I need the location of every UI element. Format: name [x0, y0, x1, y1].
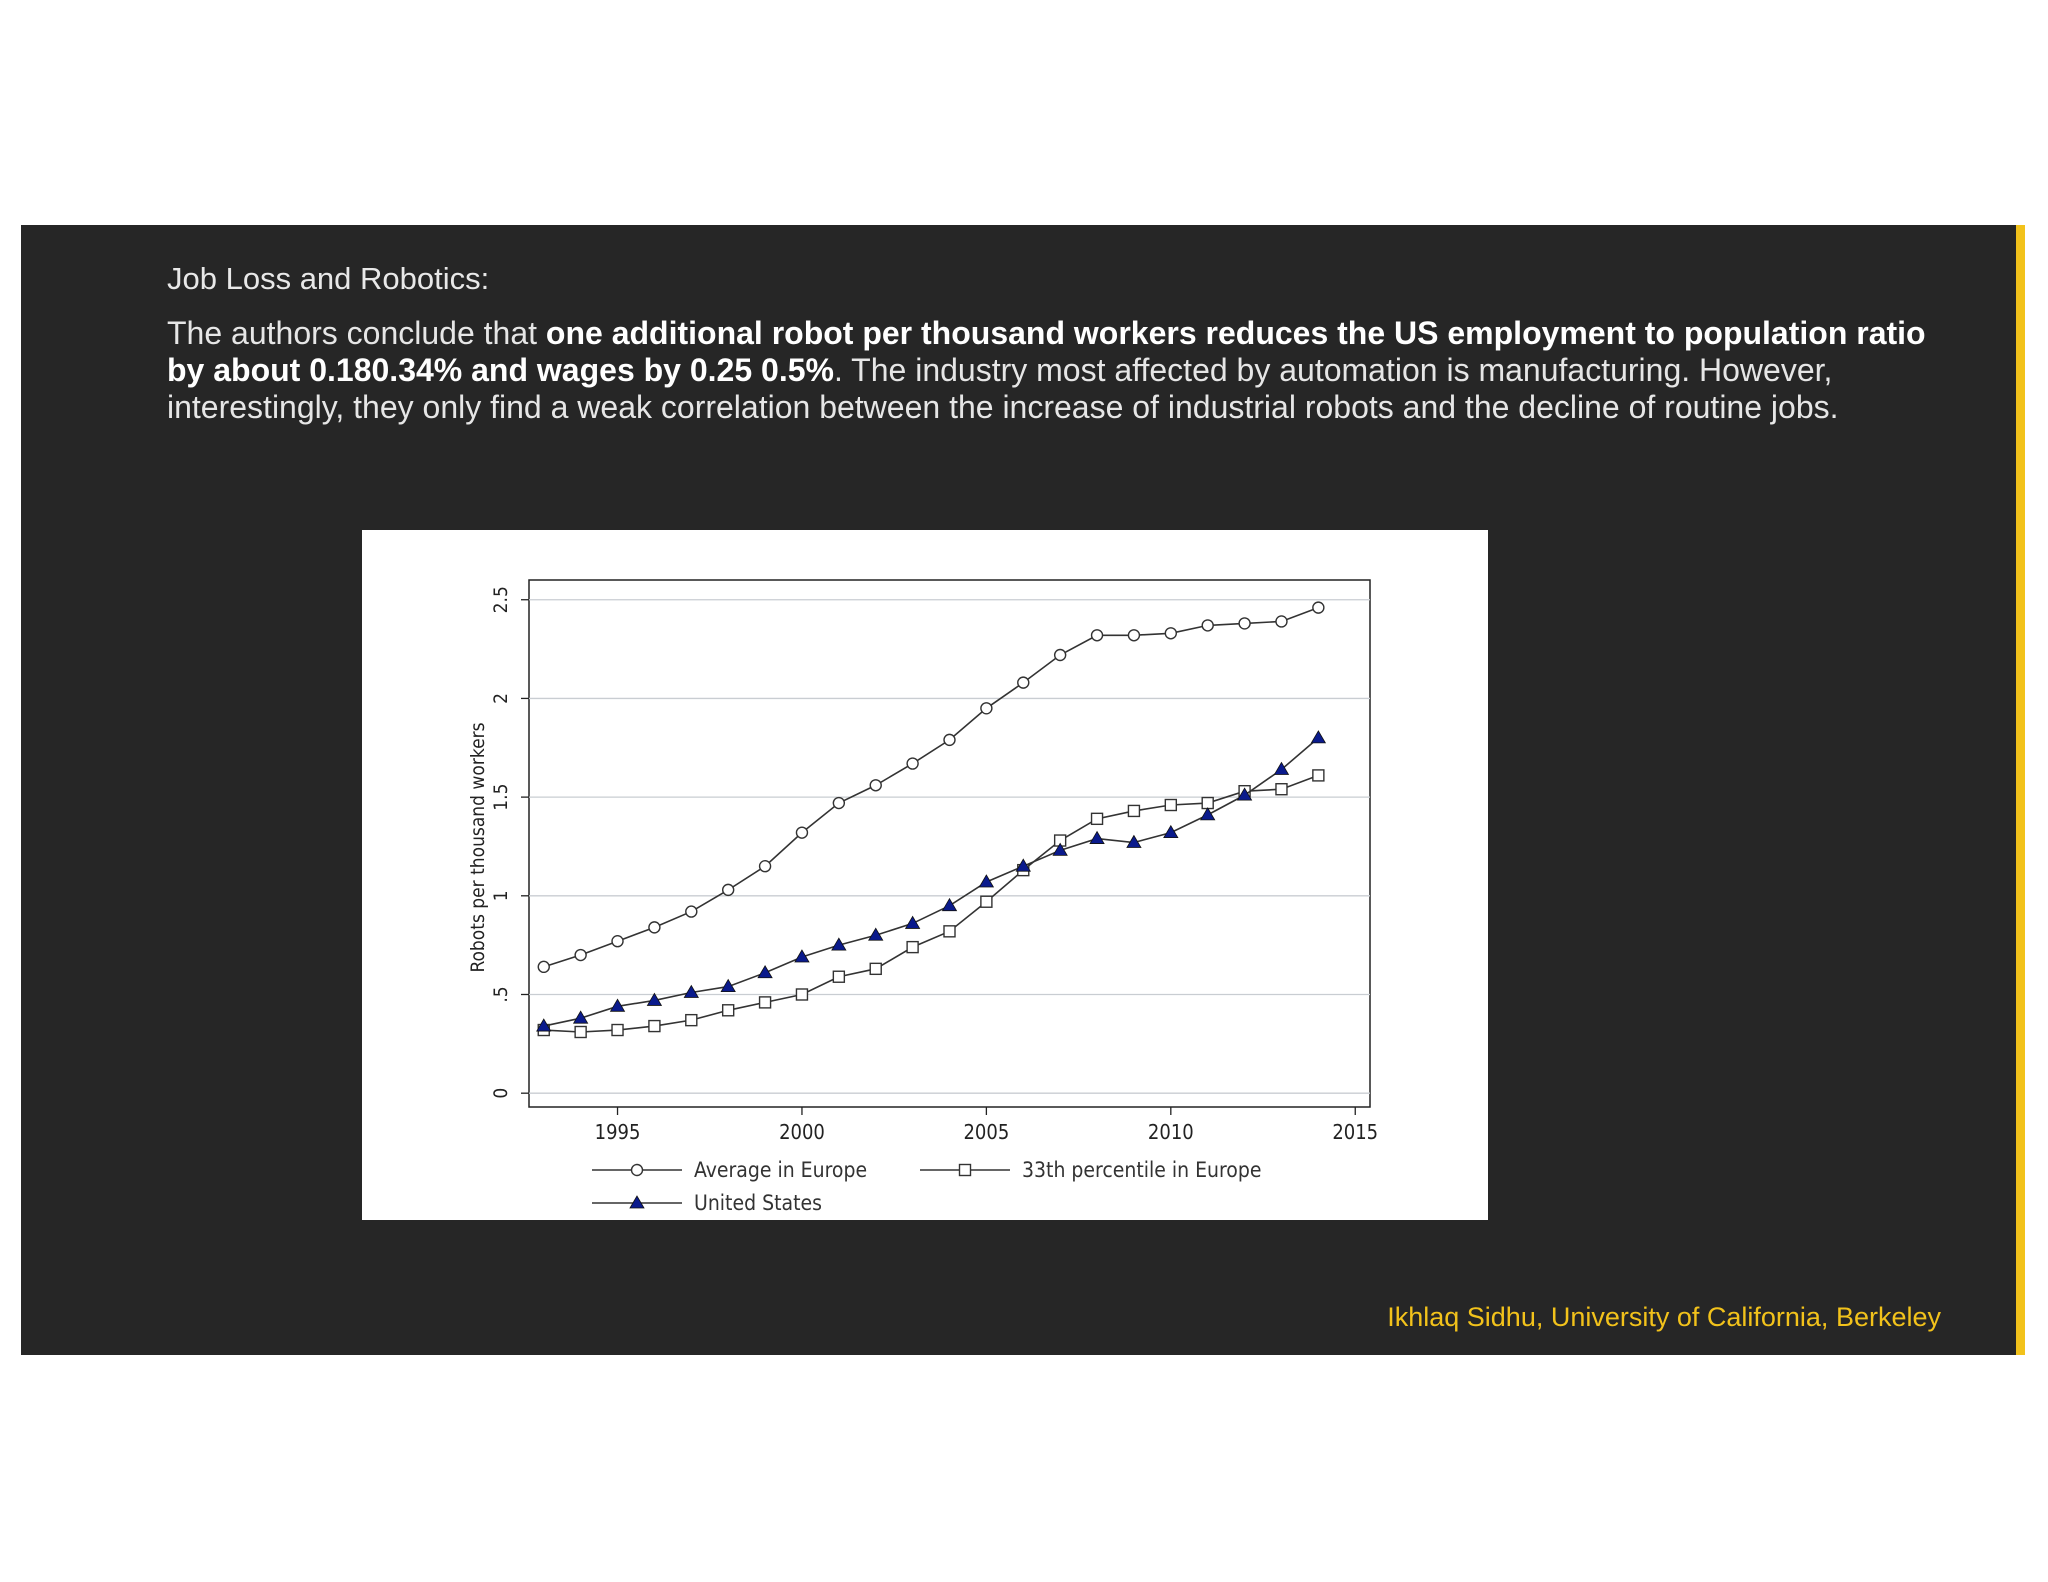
legend-marker: [630, 1163, 644, 1177]
data-point: [609, 998, 626, 1012]
data-point: [646, 992, 663, 1006]
data-point: [795, 988, 809, 1001]
data-point: [978, 874, 995, 888]
data-point: [943, 925, 956, 938]
data-point: [904, 915, 921, 929]
data-point: [869, 779, 882, 792]
data-point: [1127, 804, 1141, 818]
data-point: [832, 970, 846, 983]
data-point: [574, 1025, 587, 1039]
data-point: [906, 757, 919, 770]
data-point: [648, 1019, 661, 1033]
data-point: [1238, 617, 1251, 630]
data-point: [757, 964, 773, 979]
data-point: [832, 796, 846, 810]
data-point: [648, 921, 661, 934]
x-tick-label: 2015: [1332, 1120, 1378, 1144]
data-point: [1312, 769, 1325, 782]
legend-marker: [958, 1163, 972, 1177]
y-tick-label: 1.5: [490, 784, 512, 811]
legend-label: United States: [694, 1191, 822, 1215]
data-point: [1275, 615, 1288, 628]
series-line: [543, 737, 1319, 1027]
body-rest: . The industry most affected by automati…: [167, 352, 1839, 425]
data-point: [721, 883, 735, 897]
data-point: [685, 1013, 698, 1027]
data-point: [1164, 627, 1178, 640]
data-point: [794, 949, 810, 963]
y-tick-label: 1: [490, 890, 512, 901]
data-point: [1090, 812, 1104, 826]
data-point: [537, 960, 550, 974]
data-point: [1312, 601, 1325, 614]
data-point: [906, 940, 919, 954]
data-point: [685, 905, 698, 918]
data-point: [980, 702, 993, 715]
data-point: [1275, 783, 1288, 796]
data-point: [1089, 830, 1105, 844]
x-tick-label: 2010: [1148, 1120, 1194, 1144]
footer-credit: Ikhlaq Sidhu, University of California, …: [1387, 1302, 1941, 1332]
series-line: [543, 774, 1319, 1033]
data-point: [868, 927, 884, 941]
data-point: [1127, 629, 1141, 642]
data-point: [980, 895, 993, 908]
data-point: [1200, 807, 1216, 821]
data-point: [869, 962, 882, 976]
x-tick-label: 1995: [595, 1120, 641, 1144]
data-point: [941, 897, 958, 912]
robots-chart: 0 .5 1 1.5 2 2.5 1995 2000 2005 2010 2015 Robots pe…: [467, 579, 1378, 1215]
slide-heading: Job Loss and Robotics:: [167, 261, 490, 296]
data-point: [536, 1018, 552, 1032]
x-tick-label: 2000: [779, 1120, 825, 1144]
body-highlight: one additional robot per thousand worker…: [167, 315, 1926, 388]
accent-bar: [2016, 225, 2025, 1355]
y-axis-label: Robots per thousand workers: [467, 722, 489, 972]
legend-marker: [629, 1195, 645, 1209]
x-tick-label: 2005: [963, 1120, 1009, 1144]
data-point: [1017, 676, 1030, 689]
plot-frame: [528, 579, 1371, 1108]
body-intro: The authors conclude that: [167, 315, 546, 351]
data-point: [1164, 798, 1178, 812]
data-point: [572, 1010, 589, 1024]
data-point: [795, 826, 809, 839]
data-point: [720, 978, 736, 992]
data-point: [1090, 629, 1104, 642]
data-point: [831, 937, 847, 951]
data-point: [1015, 858, 1031, 872]
y-tick-label: .5: [490, 986, 512, 1002]
data-point: [1163, 824, 1179, 839]
chart-panel: 0 .5 1 1.5 2 2.5 1995 2000 2005 2010 2015 Robots pe…: [362, 530, 1488, 1220]
data-point: [1201, 796, 1214, 810]
data-point: [1053, 648, 1067, 662]
legend-label: Average in Europe: [694, 1158, 867, 1182]
data-point: [943, 733, 956, 747]
y-tick-label: 2.5: [490, 586, 512, 613]
data-point: [683, 984, 699, 998]
slide: Job Loss and Robotics: The authors concl…: [21, 225, 2025, 1355]
y-tick-label: 0: [490, 1088, 512, 1099]
data-point: [611, 1023, 624, 1037]
y-tick-label: 2: [490, 693, 512, 704]
data-point: [758, 859, 772, 873]
data-point: [1310, 730, 1327, 744]
data-point: [1236, 787, 1253, 801]
data-point: [1201, 619, 1214, 632]
legend-label: 33th percentile in Europe: [1022, 1158, 1261, 1182]
data-point: [1052, 842, 1068, 856]
data-point: [1126, 834, 1142, 848]
data-point: [574, 948, 587, 962]
data-point: [611, 935, 624, 948]
series-line: [543, 606, 1319, 968]
data-point: [721, 1004, 735, 1017]
slide-body: The authors conclude that one additional…: [167, 315, 1947, 426]
data-point: [1273, 761, 1290, 775]
data-point: [758, 996, 772, 1009]
